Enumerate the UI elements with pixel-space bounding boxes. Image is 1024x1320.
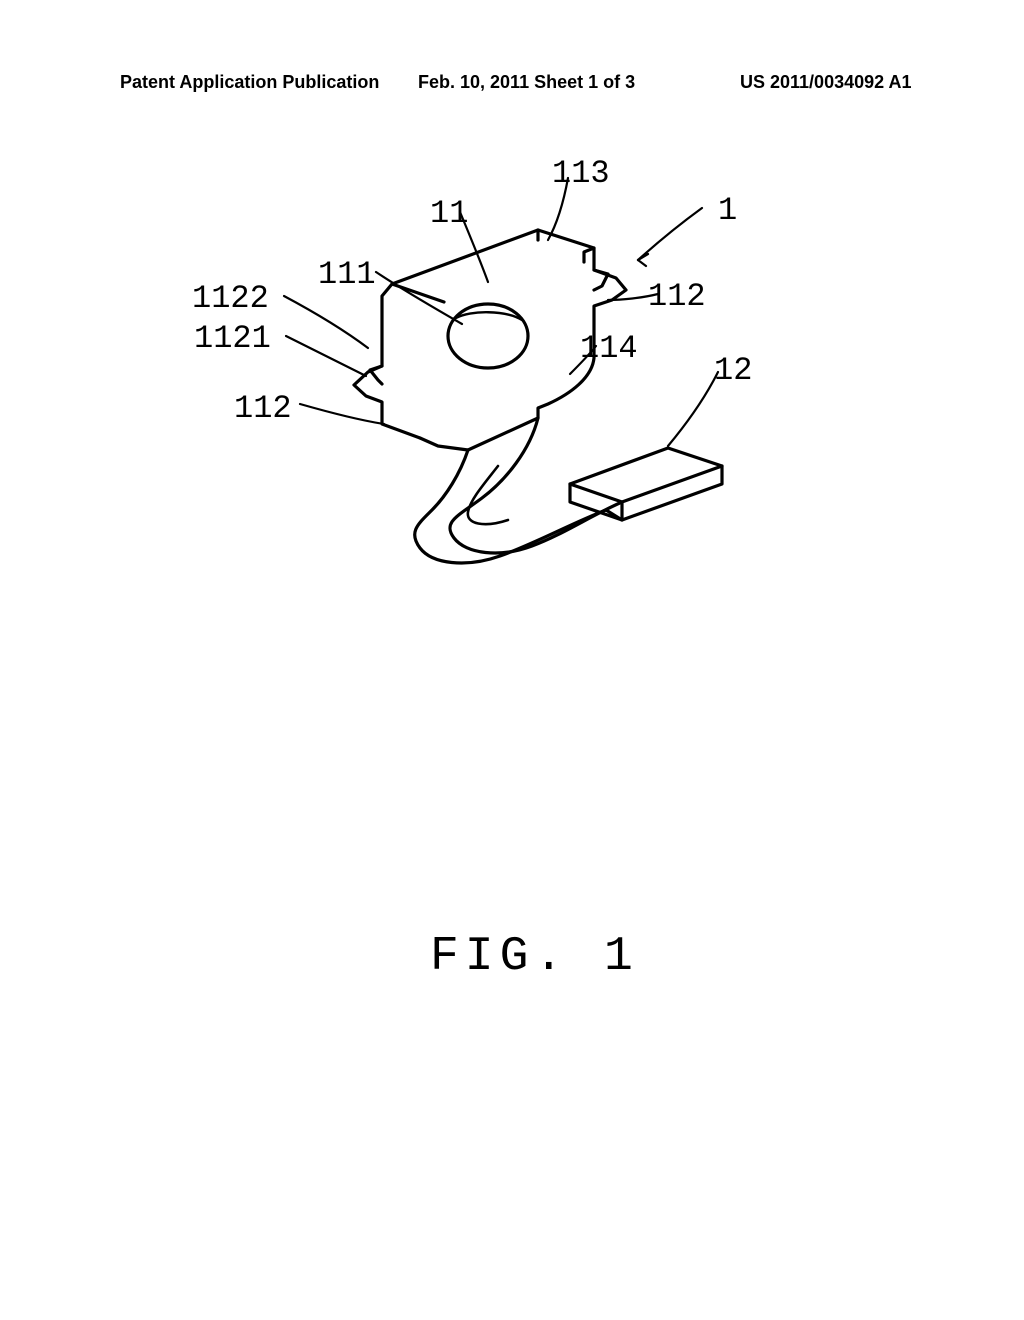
page: Patent Application Publication Feb. 10, …: [0, 0, 1024, 1320]
ref-1122: 1122: [192, 280, 269, 317]
figure-caption: FIG. 1: [430, 930, 639, 984]
ref-113: 113: [552, 155, 610, 192]
patent-figure: [270, 150, 790, 630]
header-left: Patent Application Publication: [120, 72, 379, 93]
ref-111: 111: [318, 256, 376, 293]
figure-svg: [270, 150, 790, 630]
ref-1121: 1121: [194, 320, 271, 357]
ref-12: 12: [714, 352, 752, 389]
ref-11: 11: [430, 195, 468, 232]
header-center: Feb. 10, 2011 Sheet 1 of 3: [418, 72, 635, 93]
ref-1: 1: [718, 192, 737, 229]
ref-112r: 112: [648, 278, 706, 315]
ref-114: 114: [580, 330, 638, 367]
ref-112l: 112: [234, 390, 292, 427]
header-right: US 2011/0034092 A1: [740, 72, 911, 93]
